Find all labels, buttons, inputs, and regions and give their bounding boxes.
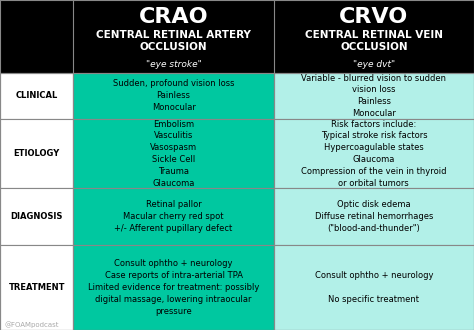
- Text: Sudden, profound vision loss
Painless
Monocular: Sudden, profound vision loss Painless Mo…: [113, 80, 234, 112]
- Bar: [0, 245, 73, 330]
- Text: CENTRAL RETINAL ARTERY
OCCLUSION: CENTRAL RETINAL ARTERY OCCLUSION: [96, 30, 251, 52]
- Text: Risk factors include:
Typical stroke risk factors
Hypercoagulable states
Glaucom: Risk factors include: Typical stroke ris…: [301, 120, 447, 188]
- Bar: [73, 73, 274, 119]
- Bar: [0, 0, 474, 73]
- Bar: [274, 119, 474, 188]
- Text: @FOAMpodcast: @FOAMpodcast: [5, 322, 59, 328]
- Bar: [274, 245, 474, 330]
- Text: TREATMENT: TREATMENT: [9, 283, 65, 292]
- Bar: [0, 73, 73, 119]
- Bar: [73, 245, 274, 330]
- Bar: [0, 188, 73, 245]
- Bar: [73, 119, 274, 188]
- Text: DIAGNOSIS: DIAGNOSIS: [10, 212, 63, 221]
- Text: Consult ophtho + neurology

No specific treatment: Consult ophtho + neurology No specific t…: [315, 271, 433, 304]
- Text: Optic disk edema
Diffuse retinal hemorrhages
("blood-and-thunder"): Optic disk edema Diffuse retinal hemorrh…: [315, 200, 433, 233]
- Text: Retinal pallor
Macular cherry red spot
+/- Afferent pupillary defect: Retinal pallor Macular cherry red spot +…: [115, 200, 233, 233]
- Text: Embolism
Vasculitis
Vasospasm
Sickle Cell
Trauma
Glaucoma: Embolism Vasculitis Vasospasm Sickle Cel…: [150, 120, 197, 188]
- Bar: [0, 119, 73, 188]
- Text: "eye stroke": "eye stroke": [146, 60, 201, 69]
- Text: Variable - blurred vision to sudden
vision loss
Painless
Monocular: Variable - blurred vision to sudden visi…: [301, 74, 447, 118]
- Bar: [274, 188, 474, 245]
- Bar: [73, 188, 274, 245]
- Text: CRVO: CRVO: [339, 7, 409, 27]
- Text: CLINICAL: CLINICAL: [16, 91, 58, 100]
- Text: CENTRAL RETINAL VEIN
OCCLUSION: CENTRAL RETINAL VEIN OCCLUSION: [305, 30, 443, 52]
- Text: ETIOLOGY: ETIOLOGY: [14, 149, 60, 158]
- Text: "eye dvt": "eye dvt": [353, 60, 395, 69]
- Text: Consult ophtho + neurology
Case reports of intra-arterial TPA
Limited evidence f: Consult ophtho + neurology Case reports …: [88, 259, 259, 315]
- Bar: [274, 73, 474, 119]
- Text: CRAO: CRAO: [139, 7, 209, 27]
